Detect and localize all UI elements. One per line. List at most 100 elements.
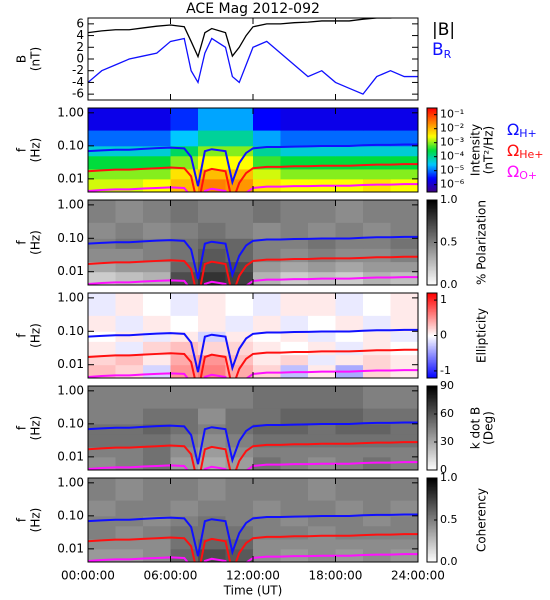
colorbar-swatch — [427, 428, 437, 430]
colorbar-tick-label: 0 — [440, 463, 447, 476]
colorbar-swatch — [427, 482, 437, 485]
colorbar-tick-label: 0 — [440, 329, 447, 342]
heat-cell — [115, 408, 144, 425]
colorbar-swatch — [427, 235, 437, 238]
colorbar-swatch — [427, 345, 437, 348]
gyro-line — [88, 255, 418, 285]
heat-cell — [390, 354, 418, 366]
heat-cell — [280, 200, 309, 223]
heat-cell — [115, 178, 144, 192]
colorbar-swatch — [427, 200, 437, 202]
colorbar-swatch — [427, 388, 437, 391]
y-tick-label: 6 — [76, 16, 84, 30]
heat-cell — [335, 423, 364, 435]
heat-cell — [363, 315, 391, 332]
colorbar-swatch — [427, 243, 437, 246]
colorbar-swatch — [427, 444, 437, 447]
heat-cell — [198, 331, 226, 342]
heat-cell — [115, 108, 144, 131]
heat-cell — [363, 130, 391, 147]
y-tick-label: 0.01 — [57, 171, 84, 185]
heat-cell — [308, 238, 336, 249]
heat-cell — [363, 108, 391, 131]
colorbar-swatch — [427, 178, 437, 180]
colorbar-label: (Deg) — [482, 411, 496, 445]
colorbar-swatch — [427, 518, 437, 521]
heat-cell — [143, 364, 171, 378]
heat-cell — [390, 293, 418, 316]
heat-cell — [170, 168, 199, 180]
colorbar-swatch — [427, 218, 437, 221]
colorbar-swatch — [427, 221, 437, 224]
legend-entry: ΩH+ — [507, 120, 537, 141]
colorbar-swatch — [427, 453, 437, 456]
colorbar-swatch — [427, 499, 437, 501]
heat-cell — [308, 293, 336, 316]
colorbar-swatch — [427, 279, 437, 282]
heat-cell — [335, 248, 364, 263]
heat-cell — [390, 200, 418, 223]
colorbar-swatch — [427, 329, 437, 332]
colorbar-swatch — [427, 253, 437, 256]
heat-cell — [115, 271, 144, 285]
heat-cell — [363, 408, 391, 425]
colorbar-swatch — [427, 158, 437, 161]
heat-cell — [198, 354, 226, 366]
colorbar-label: Intensity — [469, 124, 483, 176]
colorbar-swatch — [427, 480, 437, 483]
colorbar-swatch — [427, 525, 437, 528]
colorbar-swatch — [427, 141, 437, 144]
heat-cell — [115, 538, 144, 550]
colorbar-swatch — [427, 341, 437, 344]
heat-cell — [143, 130, 171, 147]
heat-cell — [115, 331, 144, 342]
y-tick-label: 4 — [76, 28, 84, 42]
heat-cell — [335, 433, 364, 448]
heat-cell — [143, 248, 171, 263]
colorbar-swatch — [427, 187, 437, 190]
heat-cell — [308, 525, 336, 540]
heat-cell — [88, 478, 116, 501]
gyro-line — [88, 461, 418, 470]
gyro-line — [88, 513, 418, 557]
y-axis-label: f — [15, 240, 29, 245]
y-tick-label: 1.00 — [57, 105, 84, 119]
heat-cell — [335, 145, 364, 157]
colorbar-swatch — [427, 219, 437, 222]
heat-cell — [308, 315, 336, 332]
heat-cell — [170, 108, 199, 131]
colorbar-swatch — [427, 489, 437, 492]
heat-cell — [253, 548, 281, 562]
heat-cell — [115, 364, 144, 378]
colorbar-swatch — [427, 532, 437, 535]
heat-cell — [308, 500, 336, 517]
colorbar-swatch — [427, 366, 437, 369]
colorbar-swatch — [427, 500, 437, 503]
colorbar-swatch — [427, 507, 437, 510]
colorbar-label: % Polarization — [475, 200, 489, 285]
heat-cell — [225, 423, 254, 435]
colorbar-swatch — [427, 252, 437, 255]
heat-cell — [390, 478, 418, 501]
colorbar-swatch — [427, 351, 437, 353]
colorbar-swatch — [427, 517, 437, 520]
colorbar-swatch — [427, 456, 437, 458]
colorbar-swatch — [427, 148, 437, 151]
colorbar-swatch — [427, 169, 437, 172]
colorbar-swatch — [427, 236, 437, 239]
heat-cell — [308, 108, 336, 131]
colorbar-swatch — [427, 202, 437, 205]
heat-cell — [390, 271, 418, 285]
colorbar-swatch — [427, 273, 437, 276]
colorbar-swatch — [427, 150, 437, 152]
heat-cell — [225, 108, 254, 131]
colorbar-swatch — [427, 461, 437, 464]
gyro-line — [88, 163, 418, 192]
colorbar-swatch — [427, 355, 437, 358]
legend-entry: |B| — [432, 20, 455, 40]
heat-cell — [115, 456, 144, 470]
y-tick-label: -2 — [72, 63, 84, 77]
colorbar-frame — [426, 385, 438, 471]
colorbar-swatch — [427, 440, 437, 443]
colorbar-swatch — [427, 425, 437, 428]
